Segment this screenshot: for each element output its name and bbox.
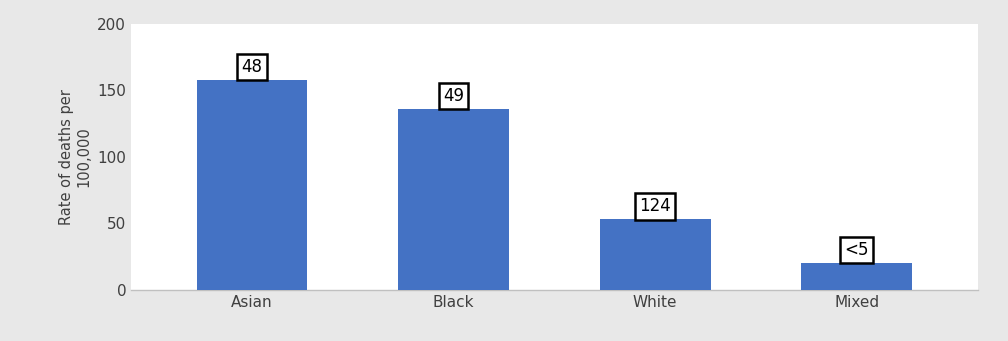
Y-axis label: Rate of deaths per
100,000: Rate of deaths per 100,000	[59, 89, 92, 225]
Text: 124: 124	[639, 197, 671, 216]
Text: 49: 49	[444, 87, 464, 105]
Bar	[197, 80, 307, 290]
Text: <5: <5	[845, 241, 869, 259]
Bar	[398, 109, 509, 290]
Text: 48: 48	[242, 58, 262, 76]
Bar	[600, 219, 711, 290]
Bar	[801, 263, 912, 290]
